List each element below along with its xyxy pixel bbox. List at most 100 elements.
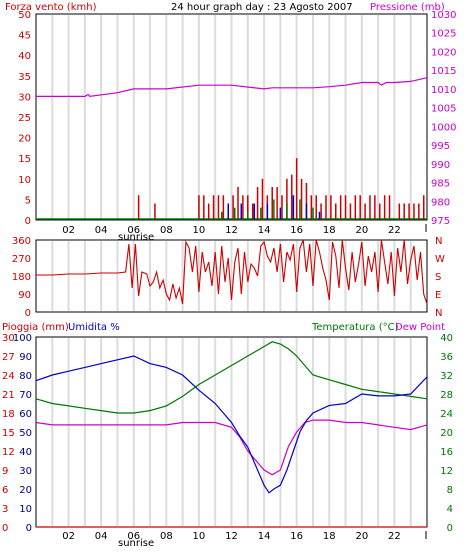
x-tick-label-top: 18 — [323, 225, 336, 236]
rain-y-tick: 21 — [2, 390, 15, 401]
rain-axis-title: Pioggia (mm) — [2, 322, 69, 333]
humidity-axis-title: Umidita % — [68, 322, 120, 333]
temperature-y-tick: 12 — [440, 466, 453, 477]
x-tick-label-bottom: 06 — [127, 531, 140, 542]
rain-y-tick: 15 — [2, 428, 15, 439]
pressure-y-tick: 1000 — [431, 122, 456, 133]
x-tick-label-bottom: 08 — [160, 531, 173, 542]
humidity-y-tick: 30 — [19, 466, 32, 477]
pressure-y-tick: 1015 — [431, 66, 456, 77]
x-tick-label-bottom: 20 — [355, 531, 368, 542]
temperature-y-tick: 0 — [447, 523, 453, 534]
x-tick-label-top: 10 — [193, 225, 206, 236]
x-tick-label-bottom: 14 — [258, 531, 271, 542]
temperature-y-tick: 20 — [440, 428, 453, 439]
x-tick-label-top: 02 — [62, 225, 75, 236]
wind-y-tick: 20 — [18, 134, 31, 145]
x-tick-label-bottom: 18 — [323, 531, 336, 542]
humidity-y-tick: 20 — [19, 485, 32, 496]
x-tick-label-bottom: 02 — [62, 531, 75, 542]
rain-y-tick: 9 — [2, 466, 8, 477]
wind-y-tick: 15 — [18, 154, 31, 165]
rain-y-tick: 6 — [2, 485, 8, 496]
humidity-line — [35, 355, 428, 494]
temperature-y-tick: 28 — [440, 390, 453, 401]
humidity-y-tick: 80 — [19, 371, 32, 382]
wind-y-tick: 5 — [25, 195, 31, 206]
rain-y-tick: 30 — [2, 333, 15, 344]
temperature-axis-title: Temperatura (°C) — [311, 322, 399, 333]
direction-compass-tick: E — [435, 290, 441, 301]
x-tick-label-bottom: 16 — [290, 531, 303, 542]
temperature-y-tick: 36 — [440, 352, 453, 363]
pressure-y-tick: 980 — [431, 197, 450, 208]
x-tick-label-bottom: 04 — [95, 531, 108, 542]
marks-layer — [35, 77, 428, 528]
wind-y-tick: 35 — [18, 72, 31, 83]
x-tick-label-top: 08 — [160, 225, 173, 236]
temperature-y-tick: 8 — [447, 485, 453, 496]
temperature-y-tick: 16 — [440, 447, 453, 458]
wind-y-tick: 40 — [18, 51, 31, 62]
direction-y-tick: 270 — [12, 254, 31, 265]
humidity-y-tick: 0 — [26, 523, 32, 534]
temperature-y-tick: 4 — [447, 504, 453, 515]
pressure-y-tick: 975 — [431, 216, 450, 227]
humidity-y-tick: 40 — [19, 447, 32, 458]
rain-y-tick: 12 — [2, 447, 15, 458]
direction-compass-tick: N — [435, 236, 442, 247]
rain-y-tick: 27 — [2, 352, 15, 363]
x-tick-label-top: 06 — [127, 225, 140, 236]
direction-y-tick: 180 — [12, 272, 31, 283]
pressure-axis-title: Pressione (mb) — [370, 2, 445, 13]
rain-y-tick: 3 — [2, 504, 8, 515]
x-tick-label-bottom: 10 — [193, 531, 206, 542]
sunrise-label-top: sunrise — [118, 232, 154, 243]
temperature-line — [35, 341, 428, 414]
x-tick-label-bottom: 22 — [388, 531, 401, 542]
direction-compass-tick: W — [435, 254, 445, 265]
pressure-line — [36, 77, 428, 98]
x-tick-label-top: 16 — [290, 225, 303, 236]
temperature-y-tick: 32 — [440, 371, 453, 382]
dewpoint-axis-title: Dew Point — [395, 322, 445, 333]
grid-layer — [51, 15, 412, 526]
wind-direction-line — [36, 239, 428, 305]
pressure-y-tick: 985 — [431, 179, 450, 190]
pressure-y-tick: 1020 — [431, 47, 456, 58]
wind-y-tick: 25 — [18, 113, 31, 124]
temperature-y-tick: 40 — [440, 333, 453, 344]
humidity-y-tick: 90 — [19, 352, 32, 363]
chart-title: 24 hour graph day : 23 Agosto 2007 — [171, 2, 353, 13]
wind-y-tick: 0 — [25, 216, 31, 227]
wind-pressure-plot-frame — [35, 13, 428, 221]
x-tick-label-top: 20 — [355, 225, 368, 236]
humidity-y-tick: 10 — [19, 504, 32, 515]
pressure-y-tick: 1005 — [431, 104, 456, 115]
x-tick-label-top: 14 — [258, 225, 271, 236]
temperature-y-tick: 24 — [440, 409, 453, 420]
wind-y-tick: 10 — [18, 175, 31, 186]
rain-y-tick: 24 — [2, 371, 15, 382]
direction-y-tick: 0 — [25, 308, 31, 319]
direction-compass-tick: N — [435, 308, 442, 319]
humidity-y-tick: 50 — [19, 428, 32, 439]
rain-y-tick: 18 — [2, 409, 15, 420]
pressure-y-tick: 1030 — [431, 10, 456, 21]
pressure-y-tick: 995 — [431, 141, 450, 152]
x-tick-label-top: 12 — [225, 225, 238, 236]
sunrise-label-bottom: sunrise — [118, 538, 154, 549]
x-tick-label-top: 04 — [95, 225, 108, 236]
humidity-y-tick: 60 — [19, 409, 32, 420]
rain-y-tick: 0 — [2, 523, 8, 534]
x-tick-label-top: 22 — [388, 225, 401, 236]
pressure-y-tick: 1025 — [431, 29, 456, 40]
direction-y-tick: 90 — [18, 290, 31, 301]
pressure-y-tick: 990 — [431, 160, 450, 171]
wind-y-tick: 45 — [18, 31, 31, 42]
humidity-y-tick: 70 — [19, 390, 32, 401]
wind-y-tick: 50 — [18, 10, 31, 21]
wind-axis-title: Forza vento (kmh) — [5, 2, 97, 13]
